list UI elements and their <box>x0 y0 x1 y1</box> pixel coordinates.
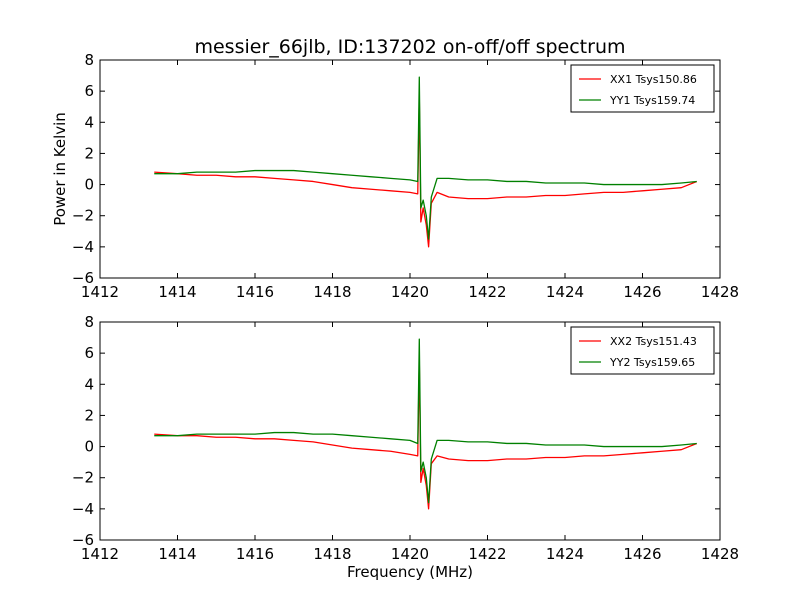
series-line-yy1 <box>154 76 697 240</box>
x-tick-label: 1426 <box>623 545 661 563</box>
y-tick-label: 2 <box>84 406 94 424</box>
x-tick-label: 1424 <box>546 545 584 563</box>
x-tick-label: 1420 <box>391 283 429 301</box>
y-tick-label: 6 <box>84 344 94 362</box>
y-tick-label: 4 <box>84 375 94 393</box>
legend: XX1 Tsys150.86 YY1 Tsys159.74 <box>570 64 715 113</box>
y-tick-label: 2 <box>84 144 94 162</box>
x-tick-label: 1418 <box>313 545 351 563</box>
y-tick-label: −4 <box>72 500 94 518</box>
y-tick-label: −4 <box>72 238 94 256</box>
x-tick-label: 1424 <box>546 283 584 301</box>
x-tick-label: 1414 <box>158 545 196 563</box>
x-tick-label: 1428 <box>701 283 739 301</box>
x-tick-label: 1418 <box>313 283 351 301</box>
panel-data <box>154 76 697 248</box>
legend-entry: YY2 Tsys159.65 <box>609 356 695 369</box>
panel-1: 1412 1414 1416 1418 1420 1422 1424 1426 1428 −6 −4… <box>72 51 739 301</box>
y-tick-label: 4 <box>84 113 94 131</box>
y-tick-label: 8 <box>84 51 94 69</box>
x-tick-label: 1412 <box>81 283 119 301</box>
y-tick-label: 0 <box>84 438 94 456</box>
x-tick-label: 1412 <box>81 545 119 563</box>
x-tick-label: 1416 <box>236 283 274 301</box>
y-tick-label: 6 <box>84 82 94 100</box>
x-tick-label: 1414 <box>158 283 196 301</box>
legend-entry: XX2 Tsys151.43 <box>610 335 697 348</box>
series-line-yy2 <box>154 338 697 504</box>
panel-data <box>154 338 697 510</box>
x-axis-label: Frequency (MHz) <box>347 563 473 581</box>
panel-2: 1412 1414 1416 1418 1420 1422 1424 1426 1428 −6 −4… <box>72 313 739 563</box>
legend-entry: XX1 Tsys150.86 <box>610 73 697 86</box>
y-tick-label: 8 <box>84 313 94 331</box>
series-line-xx1 <box>154 96 697 248</box>
y-tick-label: −2 <box>72 207 94 225</box>
y-axis-label: Power in Kelvin <box>51 112 69 226</box>
legend-box <box>570 326 715 375</box>
y-tick-label: −6 <box>72 269 94 287</box>
legend-entry: YY1 Tsys159.74 <box>609 94 695 107</box>
series-line-xx2 <box>154 360 697 510</box>
y-tick-label: −6 <box>72 531 94 549</box>
x-tick-label: 1426 <box>623 283 661 301</box>
x-tick-label: 1422 <box>468 283 506 301</box>
x-tick-label: 1420 <box>391 545 429 563</box>
legend: XX2 Tsys151.43 YY2 Tsys159.65 <box>570 326 715 375</box>
x-tick-label: 1422 <box>468 545 506 563</box>
x-tick-label: 1416 <box>236 545 274 563</box>
x-tick-label: 1428 <box>701 545 739 563</box>
y-tick-label: −2 <box>72 469 94 487</box>
legend-box <box>570 64 715 113</box>
chart-title: messier_66jlb, ID:137202 on-off/off spec… <box>194 36 625 58</box>
y-tick-label: 0 <box>84 176 94 194</box>
